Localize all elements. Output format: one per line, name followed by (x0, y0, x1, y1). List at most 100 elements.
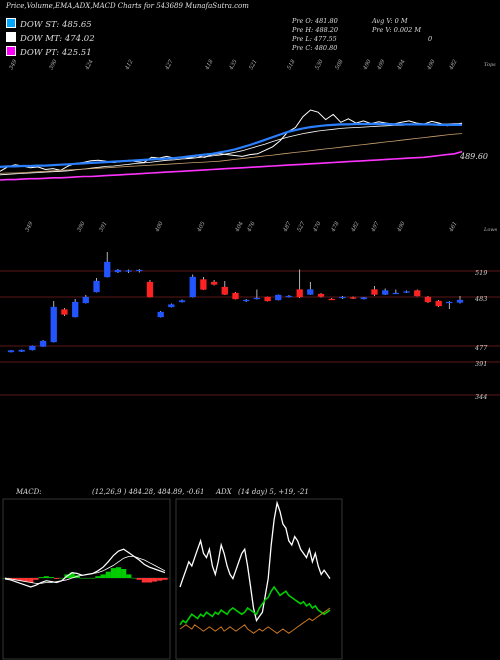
macd-histogram-bar (38, 577, 44, 578)
top-tick-label: 518 (286, 58, 296, 71)
candle-body (71, 301, 79, 318)
macd-histogram-bar (85, 578, 91, 579)
candle-body (414, 290, 421, 297)
macd-params: (12,26,9 ) 484.28, 484.89, -0.61 (92, 488, 204, 496)
top-tick-label: 427 (164, 58, 175, 71)
level-label: 477 (474, 344, 488, 352)
ema-line-0 (0, 109, 463, 172)
macd-histogram-bar (152, 578, 158, 582)
candle-body (157, 311, 164, 318)
macd-histogram-bar (33, 578, 39, 580)
candle-body (200, 279, 207, 290)
macd-histogram-bar (126, 574, 132, 578)
plus-di-line (179, 585, 331, 626)
candle-body (29, 345, 36, 351)
ema-panel: 349 390 424 412 427 418 435 521 518 530 508 490 499 4… (0, 58, 463, 234)
legend-label-st: DOW ST: 485.65 (20, 20, 92, 30)
legend-dow-pt: DOW PT: 425.51 (6, 46, 92, 58)
bottom-tick-label: 405 (196, 220, 207, 233)
candle-body (18, 349, 25, 352)
level-label: 483 (474, 295, 487, 303)
top-tick-label: 418 (204, 58, 215, 71)
candle-body (7, 350, 15, 353)
candle-body (446, 301, 453, 304)
level-label: 344 (475, 393, 487, 401)
legend-swatch-st (6, 18, 16, 28)
candle-body (39, 340, 47, 347)
macd-histogram-bar (74, 575, 80, 578)
candle-body (403, 291, 410, 293)
bottom-tick-label: 490 (396, 220, 407, 233)
info-pre-open: Pre O: 481.80 (292, 17, 338, 25)
bottom-tick-label: 400 (154, 220, 165, 233)
legend-label-mt: DOW MT: 474.02 (20, 34, 95, 44)
candle-body (136, 269, 143, 272)
candle-body (456, 299, 464, 303)
candle-body (424, 296, 432, 303)
minus-di-line (179, 607, 331, 634)
macd-histogram-bar (90, 578, 96, 579)
macd-histogram-bar (54, 578, 60, 579)
macd-title: MACD: (15, 488, 42, 496)
current-price-label: 489.60 (459, 152, 488, 161)
level-label: 519 (475, 269, 487, 277)
top-tick-label: 412 (124, 58, 135, 71)
candle-body (360, 297, 367, 300)
bottom-tick-label: 390 (76, 220, 86, 233)
bottom-tick-label: 461 (448, 221, 459, 234)
macd-histogram-bar (59, 578, 65, 579)
candle-body (232, 292, 239, 300)
macd-histogram-bar (12, 578, 18, 580)
candle-body (435, 300, 442, 307)
adx-panel (179, 500, 331, 634)
ema-line-2 (0, 122, 462, 168)
info-avg-volume: Avg V: 0 M (372, 17, 408, 25)
bottom-tick-label: 478 (330, 220, 341, 233)
lows-label: Lows (483, 227, 498, 233)
bottom-tick-label: 476 (246, 220, 257, 233)
bottom-tick-label: 391 (98, 221, 108, 233)
adx-params: (14 day) 5, +19, -21 (238, 488, 309, 496)
macd-histogram-bar (100, 574, 106, 578)
candle-body (189, 276, 196, 298)
top-tick-label: 390 (48, 58, 58, 71)
adx-panel-frame (175, 498, 343, 660)
macd-histogram-bar (28, 578, 34, 583)
candle-body (253, 297, 261, 300)
macd-histogram-bar (17, 578, 24, 581)
candle-body (264, 296, 271, 302)
macd-histogram-bar (105, 571, 111, 578)
top-tick-label: 530 (314, 58, 324, 71)
ema-line-3 (0, 133, 463, 174)
candle-body (285, 295, 293, 298)
macd-histogram-bar (43, 576, 49, 578)
candle-body (328, 298, 335, 301)
candle-body (392, 292, 400, 295)
candle-body (104, 261, 111, 278)
legend-dow-mt: DOW MT: 474.02 (6, 32, 95, 44)
legend-swatch-mt (6, 32, 16, 42)
candle-body (307, 289, 314, 295)
macd-histogram-bar (121, 569, 127, 578)
candle-body (382, 290, 389, 295)
macd-histogram-bar (162, 578, 168, 580)
info-pre-high: Pre H: 488.20 (292, 26, 339, 34)
adx-title: ADX (215, 488, 233, 496)
candle-body (243, 299, 250, 302)
bottom-tick-label: 470 (312, 220, 323, 233)
candle-body (317, 293, 325, 297)
macd-histogram-bar (23, 578, 29, 582)
info-pre-close: Pre C: 480.80 (292, 44, 338, 52)
candle-body (275, 294, 282, 301)
candle-body (349, 297, 357, 299)
top-tick-label: 349 (8, 58, 18, 71)
macd-histogram-bar (141, 578, 147, 583)
candle-body (178, 300, 186, 303)
candle-body (114, 269, 122, 273)
candle-body (221, 286, 228, 295)
macd-histogram-bar (157, 578, 163, 581)
legend-dow-st: DOW ST: 485.65 (6, 18, 92, 30)
macd-histogram-bar (95, 576, 101, 578)
top-tick-label: 490 (426, 58, 437, 71)
